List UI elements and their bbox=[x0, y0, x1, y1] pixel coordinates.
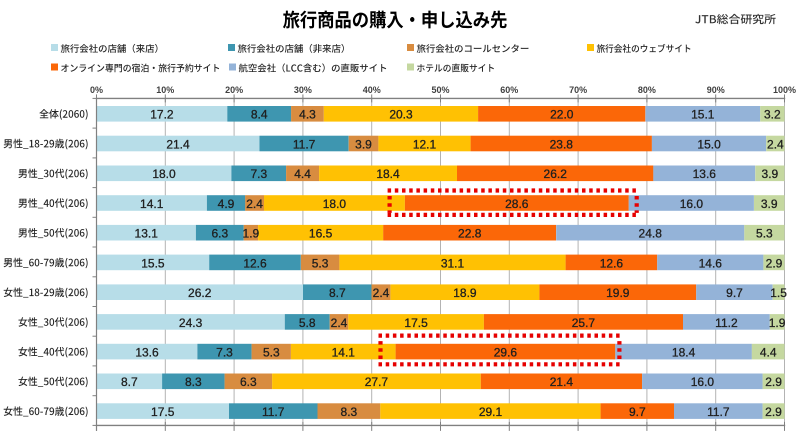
svg-text:100%: 100% bbox=[773, 85, 796, 95]
svg-text:9.7: 9.7 bbox=[629, 405, 646, 419]
svg-text:15.5: 15.5 bbox=[141, 256, 165, 270]
svg-text:18.4: 18.4 bbox=[376, 167, 400, 181]
svg-text:16.0: 16.0 bbox=[680, 197, 704, 211]
svg-text:11.7: 11.7 bbox=[707, 405, 730, 419]
svg-text:12.6: 12.6 bbox=[243, 256, 267, 270]
svg-text:4.3: 4.3 bbox=[299, 108, 316, 122]
svg-text:5.3: 5.3 bbox=[312, 256, 329, 270]
svg-text:31.1: 31.1 bbox=[441, 256, 465, 270]
svg-text:1.9: 1.9 bbox=[769, 316, 786, 330]
svg-text:8.3: 8.3 bbox=[341, 405, 358, 419]
svg-text:6.3: 6.3 bbox=[240, 375, 257, 389]
svg-text:4.4: 4.4 bbox=[294, 167, 311, 181]
svg-text:28.6: 28.6 bbox=[505, 197, 529, 211]
svg-text:17.5: 17.5 bbox=[151, 405, 175, 419]
svg-text:2.4: 2.4 bbox=[373, 286, 390, 300]
svg-text:15.0: 15.0 bbox=[697, 137, 721, 151]
svg-text:11.7: 11.7 bbox=[262, 405, 285, 419]
svg-text:0%: 0% bbox=[90, 85, 103, 95]
svg-text:8.3: 8.3 bbox=[185, 375, 202, 389]
svg-text:5.3: 5.3 bbox=[263, 346, 280, 360]
svg-text:18.4: 18.4 bbox=[672, 346, 696, 360]
svg-text:21.4: 21.4 bbox=[166, 137, 190, 151]
svg-text:2.4: 2.4 bbox=[246, 197, 263, 211]
svg-text:14.1: 14.1 bbox=[332, 346, 356, 360]
svg-text:12.1: 12.1 bbox=[413, 137, 437, 151]
svg-text:20%: 20% bbox=[225, 85, 243, 95]
svg-text:13.6: 13.6 bbox=[135, 346, 159, 360]
svg-text:40%: 40% bbox=[363, 85, 381, 95]
svg-text:2.4: 2.4 bbox=[767, 137, 784, 151]
svg-text:7.3: 7.3 bbox=[216, 346, 233, 360]
svg-text:17.2: 17.2 bbox=[150, 108, 174, 122]
svg-text:2.9: 2.9 bbox=[766, 256, 783, 270]
svg-text:11.2: 11.2 bbox=[715, 316, 738, 330]
svg-text:5.8: 5.8 bbox=[299, 316, 316, 330]
svg-text:3.2: 3.2 bbox=[764, 108, 781, 122]
svg-text:3.9: 3.9 bbox=[355, 137, 372, 151]
svg-text:4.9: 4.9 bbox=[218, 197, 235, 211]
svg-text:8.4: 8.4 bbox=[251, 108, 268, 122]
svg-text:24.8: 24.8 bbox=[639, 227, 663, 241]
svg-text:16.5: 16.5 bbox=[309, 227, 333, 241]
svg-text:1.9: 1.9 bbox=[243, 227, 260, 241]
svg-text:22.8: 22.8 bbox=[458, 227, 482, 241]
svg-text:90%: 90% bbox=[707, 85, 725, 95]
svg-text:5.3: 5.3 bbox=[756, 227, 773, 241]
svg-text:29.1: 29.1 bbox=[479, 405, 503, 419]
svg-text:12.6: 12.6 bbox=[600, 256, 624, 270]
svg-text:27.7: 27.7 bbox=[365, 375, 389, 389]
svg-text:13.6: 13.6 bbox=[693, 167, 717, 181]
svg-text:26.2: 26.2 bbox=[188, 286, 212, 300]
svg-text:26.2: 26.2 bbox=[544, 167, 568, 181]
svg-text:16.0: 16.0 bbox=[691, 375, 715, 389]
svg-text:2.9: 2.9 bbox=[765, 405, 782, 419]
svg-text:2.4: 2.4 bbox=[331, 316, 348, 330]
svg-text:25.7: 25.7 bbox=[572, 316, 596, 330]
svg-text:30%: 30% bbox=[294, 85, 312, 95]
svg-text:2.9: 2.9 bbox=[765, 375, 782, 389]
svg-text:70%: 70% bbox=[569, 85, 587, 95]
svg-text:19.9: 19.9 bbox=[606, 286, 630, 300]
svg-text:14.1: 14.1 bbox=[140, 197, 164, 211]
svg-text:8.7: 8.7 bbox=[121, 375, 138, 389]
svg-text:18.0: 18.0 bbox=[152, 167, 176, 181]
svg-text:3.9: 3.9 bbox=[762, 167, 779, 181]
svg-text:13.1: 13.1 bbox=[135, 227, 159, 241]
svg-text:8.7: 8.7 bbox=[329, 286, 346, 300]
svg-text:14.6: 14.6 bbox=[699, 256, 723, 270]
svg-text:4.4: 4.4 bbox=[760, 346, 777, 360]
svg-text:1.5: 1.5 bbox=[770, 286, 787, 300]
svg-text:18.0: 18.0 bbox=[323, 197, 347, 211]
svg-text:9.7: 9.7 bbox=[726, 286, 743, 300]
svg-text:60%: 60% bbox=[500, 85, 518, 95]
svg-text:24.3: 24.3 bbox=[179, 316, 203, 330]
svg-text:22.0: 22.0 bbox=[550, 108, 574, 122]
svg-text:7.3: 7.3 bbox=[250, 167, 267, 181]
svg-text:11.7: 11.7 bbox=[293, 137, 316, 151]
svg-text:21.4: 21.4 bbox=[550, 375, 574, 389]
svg-text:29.6: 29.6 bbox=[494, 346, 518, 360]
svg-text:80%: 80% bbox=[638, 85, 656, 95]
svg-text:23.8: 23.8 bbox=[550, 137, 574, 151]
svg-text:50%: 50% bbox=[431, 85, 449, 95]
svg-text:15.1: 15.1 bbox=[691, 108, 715, 122]
svg-text:20.3: 20.3 bbox=[389, 108, 413, 122]
svg-text:18.9: 18.9 bbox=[453, 286, 477, 300]
svg-text:6.3: 6.3 bbox=[211, 227, 228, 241]
svg-text:17.5: 17.5 bbox=[404, 316, 428, 330]
svg-text:3.9: 3.9 bbox=[761, 197, 778, 211]
svg-text:10%: 10% bbox=[156, 85, 174, 95]
